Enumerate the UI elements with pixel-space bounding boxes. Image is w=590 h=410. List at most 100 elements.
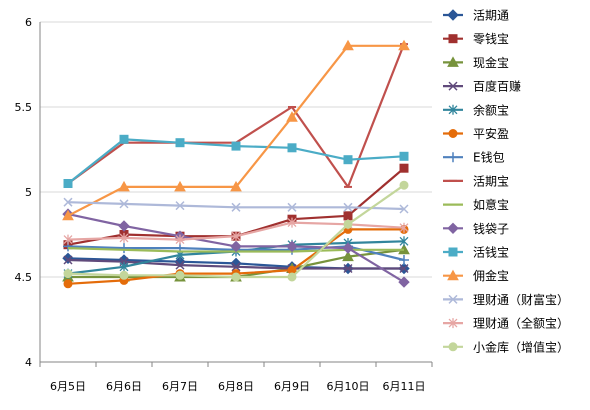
legend-label: 佣金宝 (473, 268, 509, 283)
data-point (175, 201, 185, 211)
data-point (231, 202, 241, 212)
data-point (63, 234, 73, 245)
legend-label: 小金库（增值宝） (473, 339, 569, 354)
series-12 (62, 39, 410, 221)
y-tick-label: 4.5 (15, 271, 33, 284)
data-point (175, 138, 185, 148)
legend-item: 百度百赚 (443, 79, 521, 94)
legend-label: 理财通（财富宝） (473, 292, 569, 307)
data-point (63, 179, 73, 188)
data-point (343, 211, 353, 221)
y-tick-label: 5 (25, 186, 32, 199)
data-point (399, 204, 409, 214)
data-point (399, 263, 409, 274)
data-point (399, 163, 409, 173)
legend-marker (448, 152, 458, 163)
legend-marker (447, 269, 459, 281)
legend-item: 活钱宝 (443, 245, 509, 260)
legend-item: E钱包 (443, 150, 505, 165)
data-point (119, 261, 129, 272)
y-tick-label: 5.5 (15, 101, 33, 114)
data-point (398, 276, 410, 288)
legend-item: 小金库（增值宝） (443, 339, 569, 354)
legend-label: 活钱宝 (473, 245, 509, 260)
legend-label: 零钱宝 (473, 31, 509, 46)
legend-item: 余额宝 (443, 102, 509, 117)
series-11 (63, 134, 409, 188)
data-point (286, 240, 298, 253)
legend-label: E钱包 (473, 150, 505, 165)
data-point (174, 180, 186, 192)
series-line (67, 43, 406, 188)
data-point (343, 202, 353, 212)
data-point (398, 39, 410, 51)
legend-label: 百度百赚 (473, 79, 521, 94)
legend-marker (448, 342, 458, 352)
series-8 (64, 43, 408, 188)
x-tick-label: 6月5日 (50, 380, 86, 393)
data-point (287, 202, 297, 212)
series-14 (63, 217, 409, 245)
legend-marker (448, 81, 458, 91)
legend-item: 钱袋子 (443, 221, 509, 236)
series-13 (63, 197, 409, 214)
data-point (62, 252, 74, 265)
data-point (286, 111, 298, 122)
legend-item: 理财通（全额宝） (443, 316, 569, 331)
gridlines (40, 21, 432, 363)
data-point (399, 222, 409, 233)
legend-item: 活期通 (443, 9, 509, 23)
legend-label: 钱袋子 (473, 221, 509, 236)
legend-marker (447, 222, 459, 235)
legend-marker (448, 247, 458, 257)
legend-label: 活期通 (473, 9, 509, 23)
legend-item: 现金宝 (443, 55, 509, 70)
data-point (63, 269, 73, 279)
data-point (343, 263, 353, 274)
data-point (287, 272, 297, 282)
legend-label: 现金宝 (473, 55, 509, 70)
legend-item: 佣金宝 (443, 268, 509, 283)
series-15 (63, 180, 409, 282)
y-tick-label: 6 (25, 16, 32, 29)
x-tick-label: 6月7日 (162, 380, 198, 393)
data-point (399, 255, 409, 265)
data-point (231, 141, 241, 151)
data-point (63, 197, 73, 207)
legend-marker (448, 34, 458, 44)
data-point (343, 219, 353, 229)
legend-item: 活期宝 (443, 174, 509, 188)
data-point (119, 134, 129, 144)
data-point (175, 270, 185, 280)
legend-marker (447, 56, 459, 67)
data-point (175, 260, 185, 270)
data-point (230, 180, 242, 192)
data-point (62, 209, 74, 221)
legend-item: 如意宝 (443, 197, 509, 212)
data-point (63, 279, 73, 289)
data-point (342, 250, 354, 262)
data-point (231, 272, 241, 282)
x-tick-label: 6月8日 (218, 380, 254, 393)
data-point (342, 39, 354, 51)
data-point (175, 234, 185, 245)
data-point (119, 199, 129, 209)
data-point (342, 242, 354, 254)
data-point (287, 217, 297, 228)
legend-marker (447, 9, 459, 21)
data-point (118, 220, 130, 232)
legend-item: 零钱宝 (443, 31, 509, 46)
data-point (119, 232, 129, 243)
x-tick-label: 6月6日 (106, 380, 142, 393)
x-tick-label: 6月11日 (383, 380, 426, 393)
data-point (231, 231, 241, 242)
x-tick-label: 6月9日 (274, 380, 310, 393)
data-point (119, 270, 129, 280)
legend-label: 如意宝 (473, 197, 509, 212)
data-point (399, 151, 409, 161)
data-point (343, 155, 353, 165)
data-point (63, 255, 73, 265)
